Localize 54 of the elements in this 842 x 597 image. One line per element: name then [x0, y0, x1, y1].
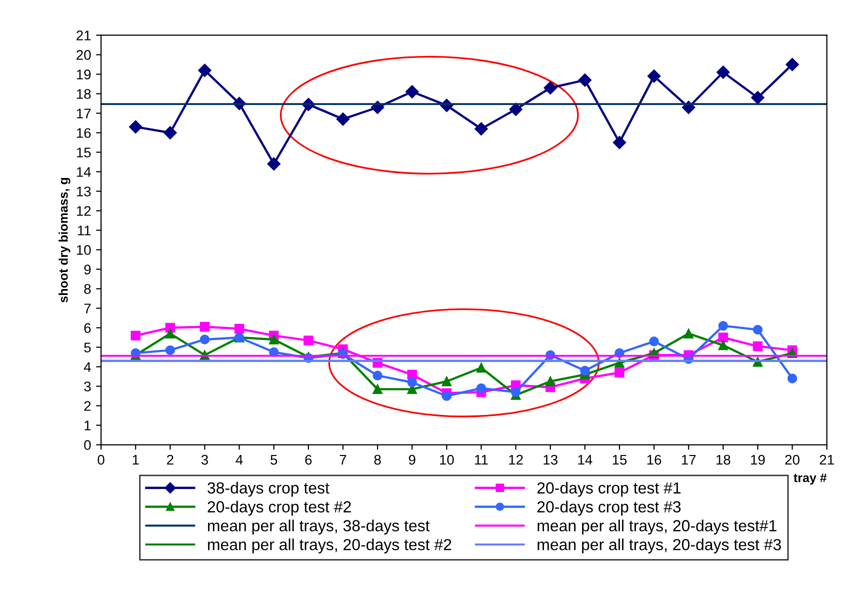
y-tick-label: 4 — [84, 362, 91, 372]
x-tick-label: 1 — [132, 454, 139, 465]
x-tick-label: 19 — [751, 454, 765, 465]
legend-label: 20-days crop test #1 — [537, 482, 681, 497]
y-tick-label: 1 — [84, 420, 91, 430]
x-tick-label: 8 — [374, 454, 381, 465]
y-tick-label: 13 — [76, 186, 91, 196]
x-tick-label: 9 — [408, 454, 416, 465]
legend-label: 20-days crop test #2 — [208, 500, 351, 516]
x-tick-label: 12 — [509, 454, 523, 465]
x-tick-label: 14 — [578, 454, 592, 465]
y-tick-label: 14 — [76, 167, 91, 177]
y-tick-label: 0 — [84, 440, 91, 450]
y-tick-label: 2 — [84, 401, 91, 411]
legend-label: 20-days crop test #3 — [537, 500, 681, 516]
y-tick-label: 20 — [76, 50, 91, 60]
x-tick-label: 11 — [475, 454, 488, 465]
legend-label: mean per all trays, 20-days test#1 — [538, 520, 776, 535]
y-tick-label: 9 — [84, 264, 91, 274]
y-axis-title: shoot dry biomass, g — [58, 178, 70, 302]
x-tick-label: 6 — [305, 454, 312, 465]
y-tick-label: 19 — [76, 70, 91, 80]
x-tick-label: 13 — [544, 454, 558, 465]
x-tick-label: 0 — [98, 454, 104, 465]
x-tick-label: 18 — [716, 454, 730, 465]
y-tick-label: 21 — [76, 30, 91, 40]
legend-label: mean per all trays, 20-days test #2 — [208, 538, 452, 554]
x-tick-label: 17 — [682, 454, 696, 465]
legend-label: mean per all trays, 20-days test #3 — [538, 538, 781, 554]
x-tick-label: 5 — [270, 454, 278, 465]
x-tick-label: 10 — [440, 454, 454, 465]
y-tick-label: 17 — [76, 108, 91, 118]
x-tick-label: 3 — [201, 454, 208, 465]
x-tick-label: 4 — [236, 454, 243, 465]
x-axis-title: tray # — [794, 474, 827, 485]
y-tick-label: 18 — [76, 89, 91, 99]
y-tick-label: 6 — [84, 323, 91, 333]
y-tick-label: 8 — [84, 284, 91, 294]
legend-label: mean per all trays, 38-days test — [208, 520, 430, 535]
x-tick-label: 21 — [820, 454, 834, 465]
y-tick-label: 11 — [78, 226, 91, 236]
legend-label: 38-days crop test — [208, 482, 330, 497]
x-tick-label: 15 — [612, 454, 627, 465]
y-tick-label: 7 — [84, 304, 91, 314]
x-tick-label: 2 — [167, 454, 174, 465]
y-tick-label: 3 — [84, 382, 91, 392]
x-tick-label: 20 — [785, 454, 800, 465]
y-tick-label: 16 — [76, 128, 91, 138]
x-tick-label: 7 — [340, 454, 346, 465]
y-tick-label: 10 — [76, 245, 91, 255]
y-tick-label: 12 — [76, 206, 91, 216]
y-tick-label: 5 — [84, 342, 91, 352]
x-tick-label: 16 — [647, 454, 662, 465]
y-tick-label: 15 — [76, 148, 91, 158]
